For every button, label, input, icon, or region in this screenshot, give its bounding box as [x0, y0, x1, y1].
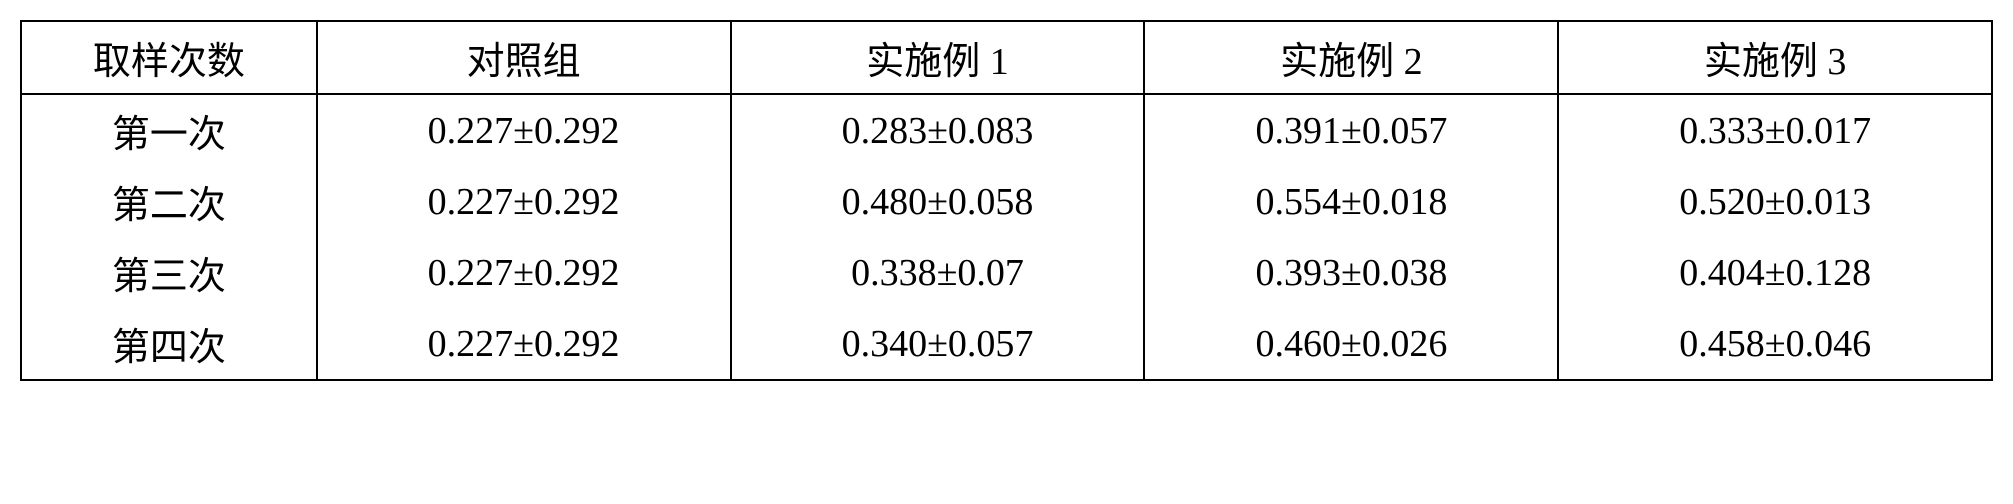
table-cell: 0.393±0.038 — [1144, 237, 1558, 308]
table-cell: 0.480±0.058 — [731, 166, 1145, 237]
table-cell: 0.404±0.128 — [1558, 237, 1992, 308]
column-header: 实施例 2 — [1144, 21, 1558, 94]
table-header-row: 取样次数 对照组 实施例 1 实施例 2 实施例 3 — [21, 21, 1992, 94]
table-cell: 0.554±0.018 — [1144, 166, 1558, 237]
table-cell: 0.283±0.083 — [731, 94, 1145, 166]
table-cell: 0.458±0.046 — [1558, 308, 1992, 380]
table-cell: 第三次 — [21, 237, 317, 308]
data-table: 取样次数 对照组 实施例 1 实施例 2 实施例 3 第一次 0.227±0.2… — [20, 20, 1993, 381]
table-cell: 第二次 — [21, 166, 317, 237]
table-row: 第二次 0.227±0.292 0.480±0.058 0.554±0.018 … — [21, 166, 1992, 237]
table-cell: 0.227±0.292 — [317, 166, 731, 237]
table-cell: 0.227±0.292 — [317, 308, 731, 380]
table-cell: 0.227±0.292 — [317, 237, 731, 308]
table-row: 第一次 0.227±0.292 0.283±0.083 0.391±0.057 … — [21, 94, 1992, 166]
table-cell: 0.391±0.057 — [1144, 94, 1558, 166]
table-cell: 0.460±0.026 — [1144, 308, 1558, 380]
column-header: 实施例 1 — [731, 21, 1145, 94]
table-cell: 0.520±0.013 — [1558, 166, 1992, 237]
column-header: 对照组 — [317, 21, 731, 94]
table-cell: 0.340±0.057 — [731, 308, 1145, 380]
table-row: 第四次 0.227±0.292 0.340±0.057 0.460±0.026 … — [21, 308, 1992, 380]
table-row: 第三次 0.227±0.292 0.338±0.07 0.393±0.038 0… — [21, 237, 1992, 308]
column-header: 实施例 3 — [1558, 21, 1992, 94]
table-cell: 0.333±0.017 — [1558, 94, 1992, 166]
table-cell: 0.338±0.07 — [731, 237, 1145, 308]
table-cell: 第一次 — [21, 94, 317, 166]
column-header: 取样次数 — [21, 21, 317, 94]
table-cell: 0.227±0.292 — [317, 94, 731, 166]
table-cell: 第四次 — [21, 308, 317, 380]
